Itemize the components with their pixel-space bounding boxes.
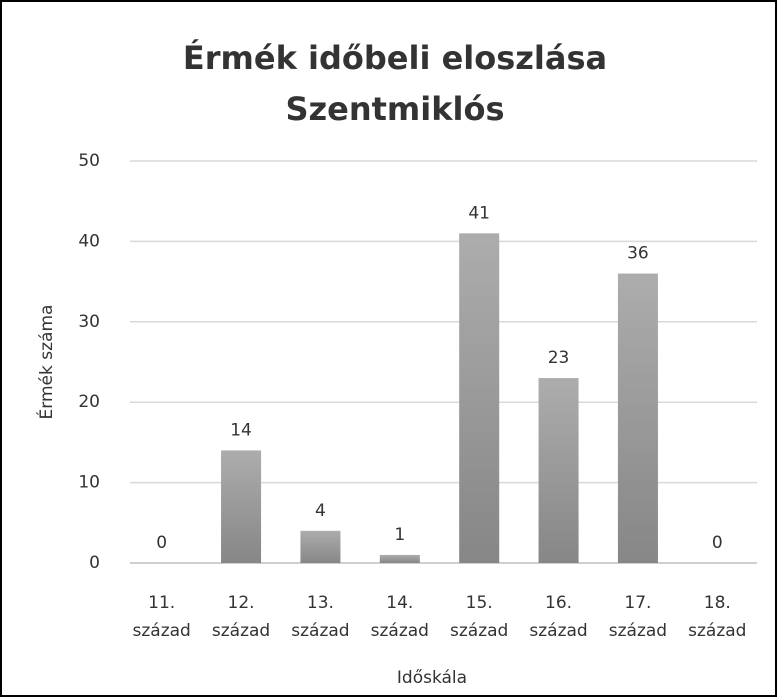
bar-shade — [221, 450, 262, 563]
bar-shade — [300, 530, 341, 563]
y-tick-label: 50 — [78, 151, 100, 171]
bar-shade — [379, 554, 420, 563]
value-label: 4 — [315, 501, 326, 521]
y-tick-label: 30 — [78, 312, 100, 332]
y-tick-label: 40 — [78, 231, 100, 251]
value-label: 0 — [712, 533, 723, 553]
value-label: 0 — [156, 533, 167, 553]
value-label: 41 — [468, 203, 490, 223]
value-label: 36 — [627, 244, 649, 264]
x-tick-label: 16. század — [529, 593, 587, 641]
x-tick-label: 11. század — [133, 593, 191, 641]
x-tick-label: 17. század — [609, 593, 667, 641]
value-label: 1 — [394, 525, 405, 545]
y-tick-label: 20 — [78, 392, 100, 412]
bar-shade — [538, 378, 579, 563]
bar-shade — [459, 233, 500, 564]
x-tick-label: 18. század — [688, 593, 746, 641]
chart-title: Szentmiklós — [285, 90, 504, 128]
x-tick-label: 12. század — [212, 593, 270, 641]
x-tick-label: 15. század — [450, 593, 508, 641]
x-tick-label: 13. század — [291, 593, 349, 641]
y-axis-label: Érmék száma — [35, 305, 57, 420]
x-tick-label: 14. század — [371, 593, 429, 641]
y-tick-label: 0 — [89, 553, 100, 573]
value-label: 23 — [548, 348, 570, 368]
value-label: 14 — [230, 420, 252, 440]
y-tick-label: 10 — [78, 473, 100, 493]
chart-title: Érmék időbeli eloszlása — [183, 39, 607, 77]
bar-shade — [617, 273, 658, 563]
x-axis-label: Időskála — [397, 668, 467, 688]
